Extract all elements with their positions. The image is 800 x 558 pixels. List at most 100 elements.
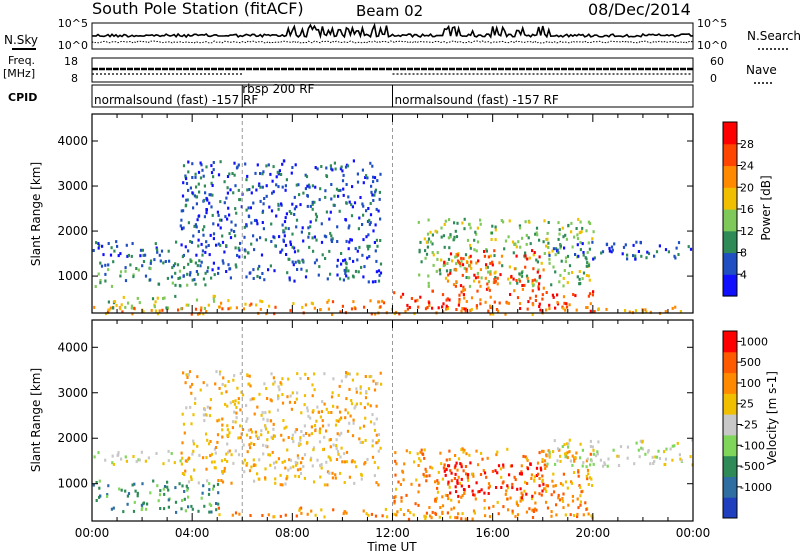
power-echo-cell xyxy=(295,218,299,222)
power-echo-cell xyxy=(345,183,348,186)
velocity-echo-cell xyxy=(136,494,139,498)
power-echo-cell xyxy=(217,213,220,217)
velocity-echo-cell xyxy=(586,477,589,481)
velocity-echo-cell xyxy=(541,489,544,493)
power-echo-cell xyxy=(212,237,215,241)
power-echo-cell xyxy=(356,180,360,184)
velocity-echo-cell xyxy=(300,411,303,415)
power-echo-cell xyxy=(369,202,372,205)
velocity-echo-cell xyxy=(555,513,558,517)
velocity-echo-cell xyxy=(597,440,600,444)
power-echo-cell xyxy=(144,253,147,257)
power-echo-cell xyxy=(246,188,249,192)
power-echo-cell xyxy=(524,256,527,260)
velocity-echo-cell xyxy=(187,373,190,377)
power-echo-cell xyxy=(513,289,516,293)
velocity-echo-cell xyxy=(286,395,289,399)
power-echo-cell xyxy=(483,250,486,253)
power-echo-cell xyxy=(542,286,545,290)
station-title: South Pole Station (fitACF) xyxy=(92,0,304,18)
velocity-echo-cell xyxy=(159,489,162,493)
power-echo-cell xyxy=(359,196,362,199)
power-echo-cell xyxy=(426,245,429,249)
vel-cbar-tick-label: -100 xyxy=(740,439,765,452)
power-echo-cell xyxy=(300,230,303,234)
power-echo-cell xyxy=(197,244,200,248)
velocity-echo-cell xyxy=(353,460,356,464)
velocity-echo-cell xyxy=(360,473,363,477)
power-echo-cell xyxy=(557,237,560,241)
velocity-echo-cell xyxy=(369,404,372,408)
power-echo-cell xyxy=(171,266,174,270)
velocity-echo-cell xyxy=(577,469,580,472)
velocity-echo-cell xyxy=(205,456,208,460)
velocity-echo-cell xyxy=(167,449,170,453)
velocity-echo-cell xyxy=(526,467,530,471)
power-echo-cell xyxy=(234,207,237,211)
power-echo-cell xyxy=(323,234,326,238)
velocity-echo-cell xyxy=(473,493,476,497)
power-echo-cell xyxy=(570,230,573,234)
velocity-echo-cell xyxy=(396,510,399,514)
power-echo-cell xyxy=(557,251,560,255)
velocity-echo-cell xyxy=(423,514,426,518)
velocity-echo-cell xyxy=(279,483,282,487)
velocity-echo-cell xyxy=(274,481,277,485)
velocity-echo-cell xyxy=(550,510,553,514)
vel-cbar-swatch xyxy=(723,497,737,519)
power-echo-cell xyxy=(465,276,468,279)
velocity-echo-cell xyxy=(540,493,543,497)
velocity-echo-cell xyxy=(546,462,549,466)
power-echo-cell xyxy=(470,266,473,270)
power-echo-cell xyxy=(248,303,251,307)
velocity-echo-cell xyxy=(258,392,261,396)
velocity-echo-cell xyxy=(373,428,377,432)
power-echo-cell xyxy=(366,220,370,223)
power-echo-cell xyxy=(256,163,259,167)
velocity-echo-cell xyxy=(239,436,242,440)
velocity-echo-cell xyxy=(347,411,350,415)
velocity-echo-cell xyxy=(284,513,287,517)
power-echo-cell xyxy=(254,171,257,175)
power-echo-cell xyxy=(98,244,101,247)
velocity-echo-cell xyxy=(344,416,347,420)
velocity-echo-cell xyxy=(566,486,569,490)
power-echo-cell xyxy=(313,306,316,310)
velocity-echo-cell xyxy=(471,489,474,493)
power-echo-cell xyxy=(301,305,304,309)
velocity-echo-cell xyxy=(221,470,224,474)
power-echo-cell xyxy=(361,202,364,206)
power-echo-cell xyxy=(508,219,511,223)
power-echo-cell xyxy=(562,295,566,299)
power-echo-cell xyxy=(427,284,430,288)
velocity-echo-cell xyxy=(209,454,212,458)
power-echo-cell xyxy=(458,300,461,304)
power-echo-cell xyxy=(218,218,222,222)
velocity-echo-cell xyxy=(567,442,570,446)
power-echo-cell xyxy=(212,175,215,179)
velocity-echo-cell xyxy=(669,447,672,451)
velocity-echo-cell xyxy=(190,422,193,426)
velocity-echo-cell xyxy=(213,447,216,451)
velocity-echo-cell xyxy=(194,397,197,401)
power-echo-cell xyxy=(334,167,337,171)
power-echo-cell xyxy=(531,249,534,253)
velocity-echo-cell xyxy=(364,375,367,378)
power-ylabel: Slant Range [km] xyxy=(29,162,43,266)
power-echo-cell xyxy=(517,240,520,244)
power-echo-cell xyxy=(282,238,285,242)
velocity-echo-cell xyxy=(440,462,443,466)
velocity-echo-cell xyxy=(287,436,290,439)
power-echo-cell xyxy=(311,200,314,204)
power-echo-cell xyxy=(538,305,541,308)
velocity-echo-cell xyxy=(281,483,284,487)
velocity-echo-cell xyxy=(542,449,545,453)
power-echo-cell xyxy=(552,247,555,251)
velocity-echo-cell xyxy=(394,451,397,455)
velocity-echo-cell xyxy=(208,510,211,514)
velocity-echo-cell xyxy=(235,416,238,420)
velocity-echo-cell xyxy=(206,479,209,483)
velocity-echo-cell xyxy=(538,451,541,455)
velocity-echo-cell xyxy=(434,499,437,503)
power-echo-cell xyxy=(485,248,488,251)
